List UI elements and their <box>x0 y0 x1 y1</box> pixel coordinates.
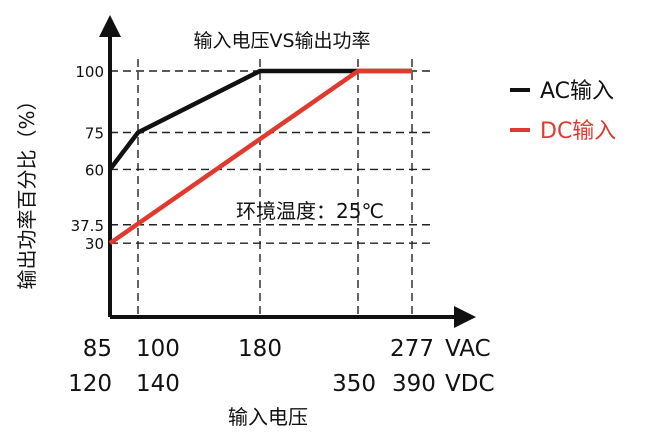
y-tick-label: 100 <box>75 63 104 81</box>
x-tick-label: 100 <box>136 336 180 362</box>
x-tick-label: 350 <box>332 371 376 397</box>
axes <box>99 15 476 328</box>
x-unit-label: VDC <box>445 371 495 397</box>
annotation-text: 环境温度：25℃ <box>236 199 384 223</box>
x-axis-arrow <box>454 306 476 328</box>
y-tick-label: 37.5 <box>71 217 104 235</box>
x-axis-label: 输入电压 <box>228 405 308 429</box>
y-tick-label: 30 <box>85 235 104 253</box>
x-tick-label: 390 <box>392 371 436 397</box>
legend: AC输入 DC输入 <box>510 79 616 144</box>
x-tick-label: 140 <box>136 371 180 397</box>
y-axis-label: 输出功率百分比（%） <box>15 90 39 289</box>
y-tick-label: 75 <box>85 125 104 143</box>
series-line-1 <box>108 68 412 246</box>
y-axis-arrow <box>99 15 121 37</box>
grid-lines <box>110 59 432 317</box>
series-lines <box>108 68 412 246</box>
legend-label-dc: DC输入 <box>540 119 616 144</box>
x-tick-label: 120 <box>68 371 112 397</box>
y-tick-label: 60 <box>85 161 104 179</box>
x-tick-label: 85 <box>83 336 112 362</box>
x-tick-label: 277 <box>390 336 434 362</box>
x-tick-label: 180 <box>238 336 282 362</box>
chart-title: 输入电压VS输出功率 <box>193 30 370 52</box>
x-unit-label: VAC <box>445 336 491 362</box>
series-line-0 <box>108 68 412 171</box>
legend-label-ac: AC输入 <box>540 79 614 104</box>
